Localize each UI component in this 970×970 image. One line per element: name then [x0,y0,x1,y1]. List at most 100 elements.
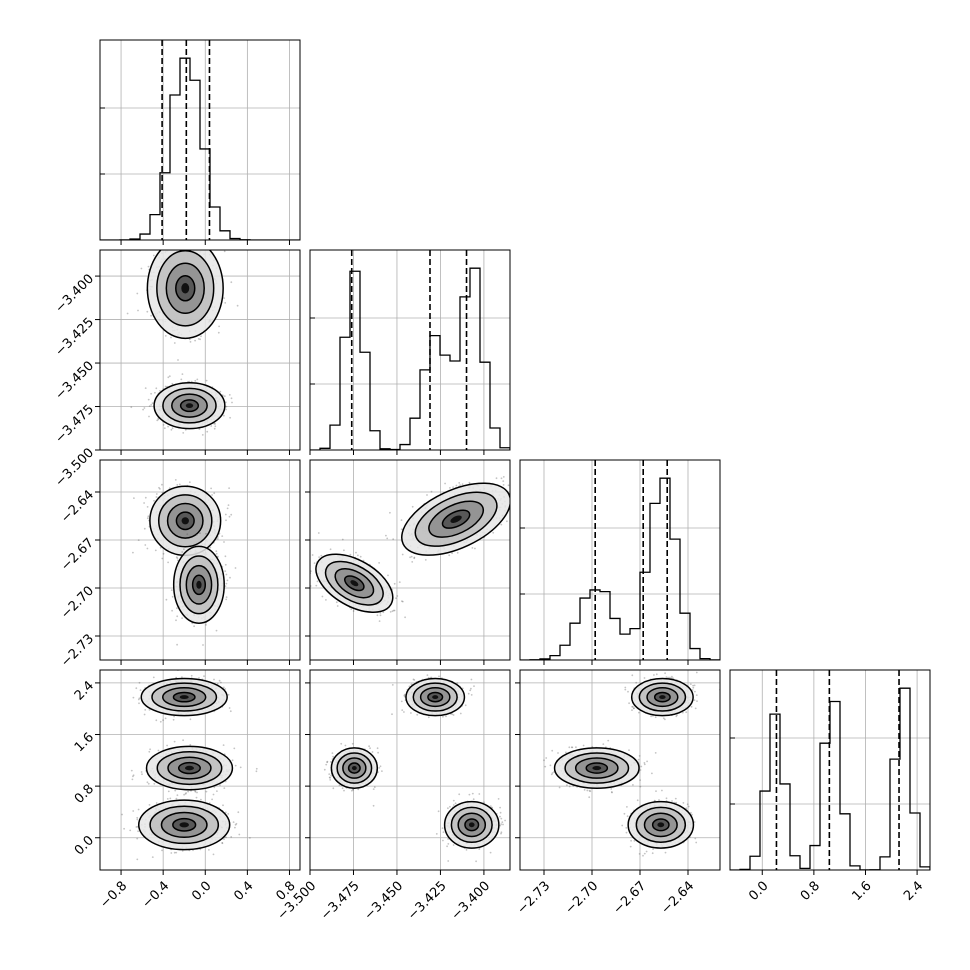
sample-point [222,231,224,233]
sample-point [382,611,385,614]
sample-point [311,554,314,556]
contour-line [414,491,498,547]
sample-point [225,582,228,585]
sample-point [196,243,198,245]
sample-point [152,676,155,679]
contour-line [344,575,365,592]
sample-point [201,434,204,436]
sample-point [210,425,213,427]
sample-point [213,678,215,681]
sample-point [197,338,200,340]
sample-point [426,494,428,496]
contour-line [156,250,215,327]
sample-point [387,574,389,577]
sample-point [225,405,228,408]
sample-point [215,552,218,555]
sample-point [502,480,505,482]
sample-point [226,507,229,510]
sample-point [224,302,227,304]
sample-point [175,619,177,622]
density-fill [181,283,190,294]
hist-panel-2 [519,459,721,665]
sample-point [400,528,403,531]
sample-point [218,325,221,328]
sample-point [161,483,163,486]
sample-point [228,707,231,709]
sample-point [313,562,316,564]
contour-line [441,509,471,529]
sample-point [215,550,218,553]
sample-point [209,546,212,549]
sample-point [224,563,227,566]
sample-point [156,419,159,422]
sample-point [219,390,222,393]
sample-point [143,502,146,504]
sample-point [139,689,142,692]
sample-point [213,422,216,425]
sample-point [471,547,474,549]
sample-point [229,576,231,579]
density-fill [350,580,359,587]
sample-point [194,379,197,382]
histogram-3 [730,687,930,870]
sample-point [138,681,141,684]
sample-point [231,401,233,404]
sample-point [189,341,192,343]
sample-point [386,537,389,540]
sample-point [132,551,134,554]
sample-point [205,532,207,535]
sample-point [229,416,232,419]
sample-point [189,743,192,746]
sample-point [173,740,176,743]
sample-point [148,709,151,711]
sample-point [137,698,140,701]
sample-point [176,484,179,486]
sample-point [350,608,353,611]
sample-point [167,241,169,243]
contour-line [161,687,207,708]
sample-point [216,683,219,685]
sample-point [335,601,338,604]
sample-point [167,561,170,564]
sample-point [181,225,183,227]
sample-point [389,611,392,613]
sample-point [195,534,198,536]
sample-point [214,423,217,425]
sample-point [391,610,394,613]
sample-point [163,427,166,430]
sample-point [148,415,150,418]
sample-point [506,520,508,523]
contour-line [172,691,196,703]
sample-point [175,199,177,201]
sample-point [164,717,167,720]
sample-point [451,552,453,555]
sample-point [164,385,167,388]
density-fill [179,695,189,700]
density-fill [196,580,202,589]
sample-point [136,292,139,295]
contour-line [175,511,195,531]
contour-line [153,381,226,430]
sample-point [200,335,202,338]
contour-line [166,502,204,539]
sample-point [203,675,205,677]
histogram-1 [310,267,510,450]
sample-point [153,499,155,502]
sample-point [213,427,216,430]
sample-point [239,766,242,769]
sample-point [224,585,227,587]
sample-point [173,715,176,718]
sample-point [502,484,505,486]
contour-line [400,482,510,556]
sample-point [222,744,225,746]
sample-point [199,532,201,535]
joint-panel-2-1 [305,459,511,665]
sample-point [135,687,138,690]
sample-point [228,487,231,489]
contour-line [191,574,207,596]
sample-point [165,598,168,601]
sample-point [424,559,427,561]
joint-content-2-1 [310,460,510,660]
hist-frame-1 [309,249,511,451]
sample-point [223,250,226,253]
